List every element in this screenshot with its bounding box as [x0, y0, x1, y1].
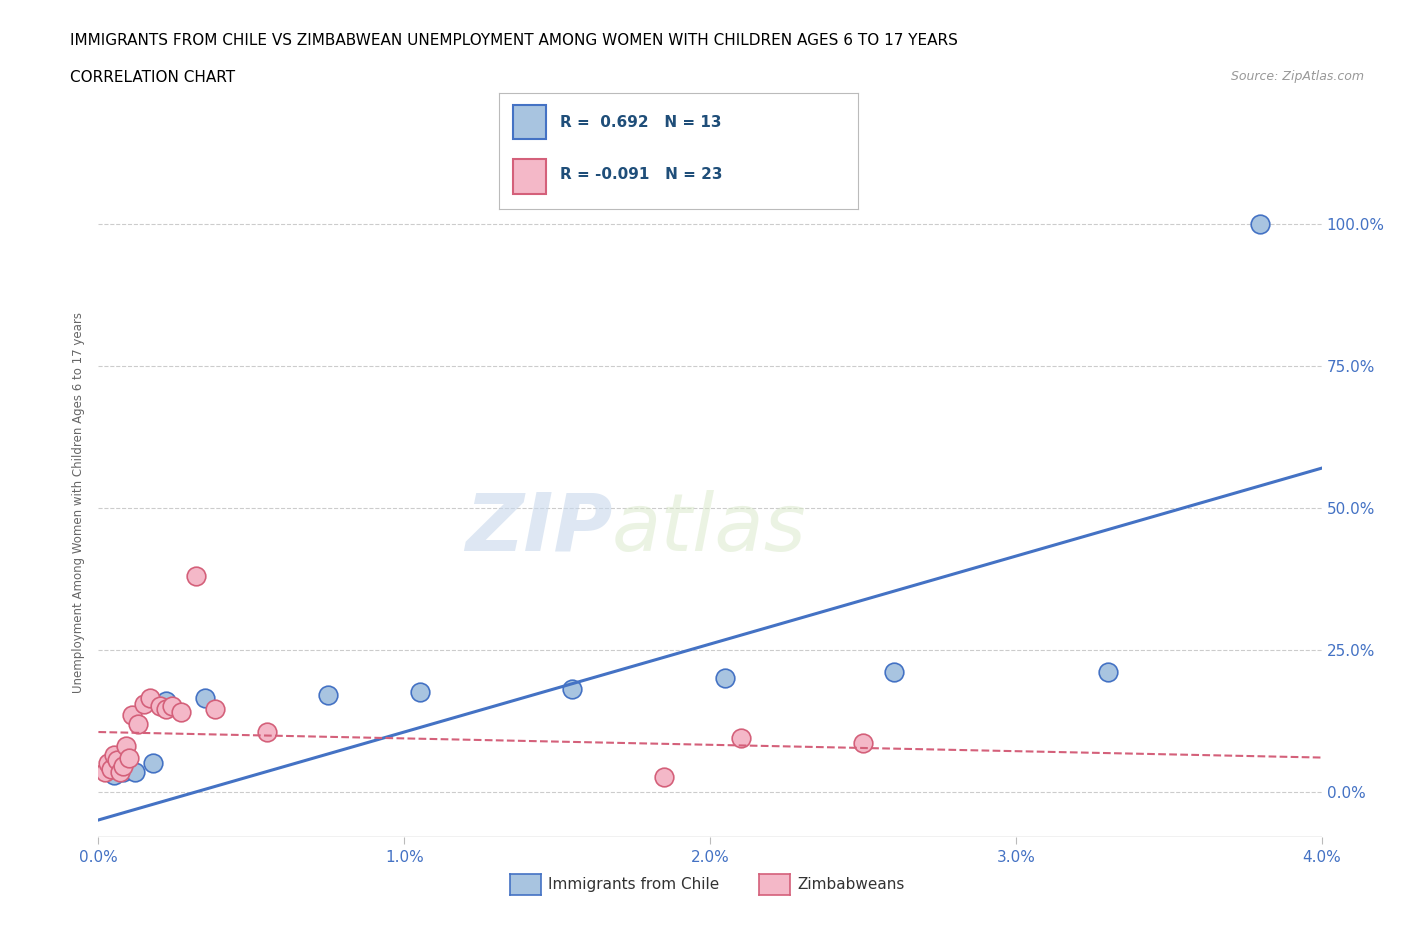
Point	[194, 691, 217, 706]
Point	[121, 708, 143, 723]
Point	[115, 738, 138, 753]
Point	[730, 730, 752, 745]
Point	[1249, 217, 1271, 232]
Point	[160, 699, 183, 714]
Point	[139, 691, 162, 706]
Point	[316, 687, 339, 702]
Text: R = -0.091   N = 23: R = -0.091 N = 23	[560, 166, 723, 182]
Point	[1097, 665, 1119, 680]
Point	[155, 694, 177, 709]
Point	[127, 716, 149, 731]
Point	[97, 756, 120, 771]
Point	[204, 702, 226, 717]
Point	[561, 682, 583, 697]
Point	[186, 568, 208, 583]
Point	[118, 751, 141, 765]
Point	[149, 699, 172, 714]
Text: Source: ZipAtlas.com: Source: ZipAtlas.com	[1230, 70, 1364, 83]
Text: IMMIGRANTS FROM CHILE VS ZIMBABWEAN UNEMPLOYMENT AMONG WOMEN WITH CHILDREN AGES : IMMIGRANTS FROM CHILE VS ZIMBABWEAN UNEM…	[70, 33, 957, 47]
Point	[111, 759, 134, 774]
Point	[852, 736, 875, 751]
Bar	[513, 159, 546, 194]
Point	[111, 764, 134, 779]
Bar	[513, 105, 546, 140]
Point	[155, 702, 177, 717]
Point	[105, 753, 128, 768]
Point	[142, 756, 165, 771]
Point	[100, 762, 122, 777]
Point	[108, 764, 131, 779]
Text: atlas: atlas	[612, 490, 807, 568]
Point	[134, 697, 156, 711]
Point	[124, 764, 146, 779]
Text: R =  0.692   N = 13: R = 0.692 N = 13	[560, 114, 721, 129]
Text: ZIP: ZIP	[465, 490, 612, 568]
Point	[256, 724, 278, 739]
Point	[714, 671, 737, 685]
Point	[103, 748, 125, 763]
Point	[883, 665, 905, 680]
Point	[652, 770, 675, 785]
Point	[408, 684, 430, 699]
Point	[93, 764, 115, 779]
Text: Immigrants from Chile: Immigrants from Chile	[548, 877, 720, 892]
Point	[170, 705, 193, 720]
Text: CORRELATION CHART: CORRELATION CHART	[70, 70, 235, 85]
Point	[103, 767, 125, 782]
Y-axis label: Unemployment Among Women with Children Ages 6 to 17 years: Unemployment Among Women with Children A…	[72, 312, 86, 693]
Text: Zimbabweans: Zimbabweans	[797, 877, 904, 892]
